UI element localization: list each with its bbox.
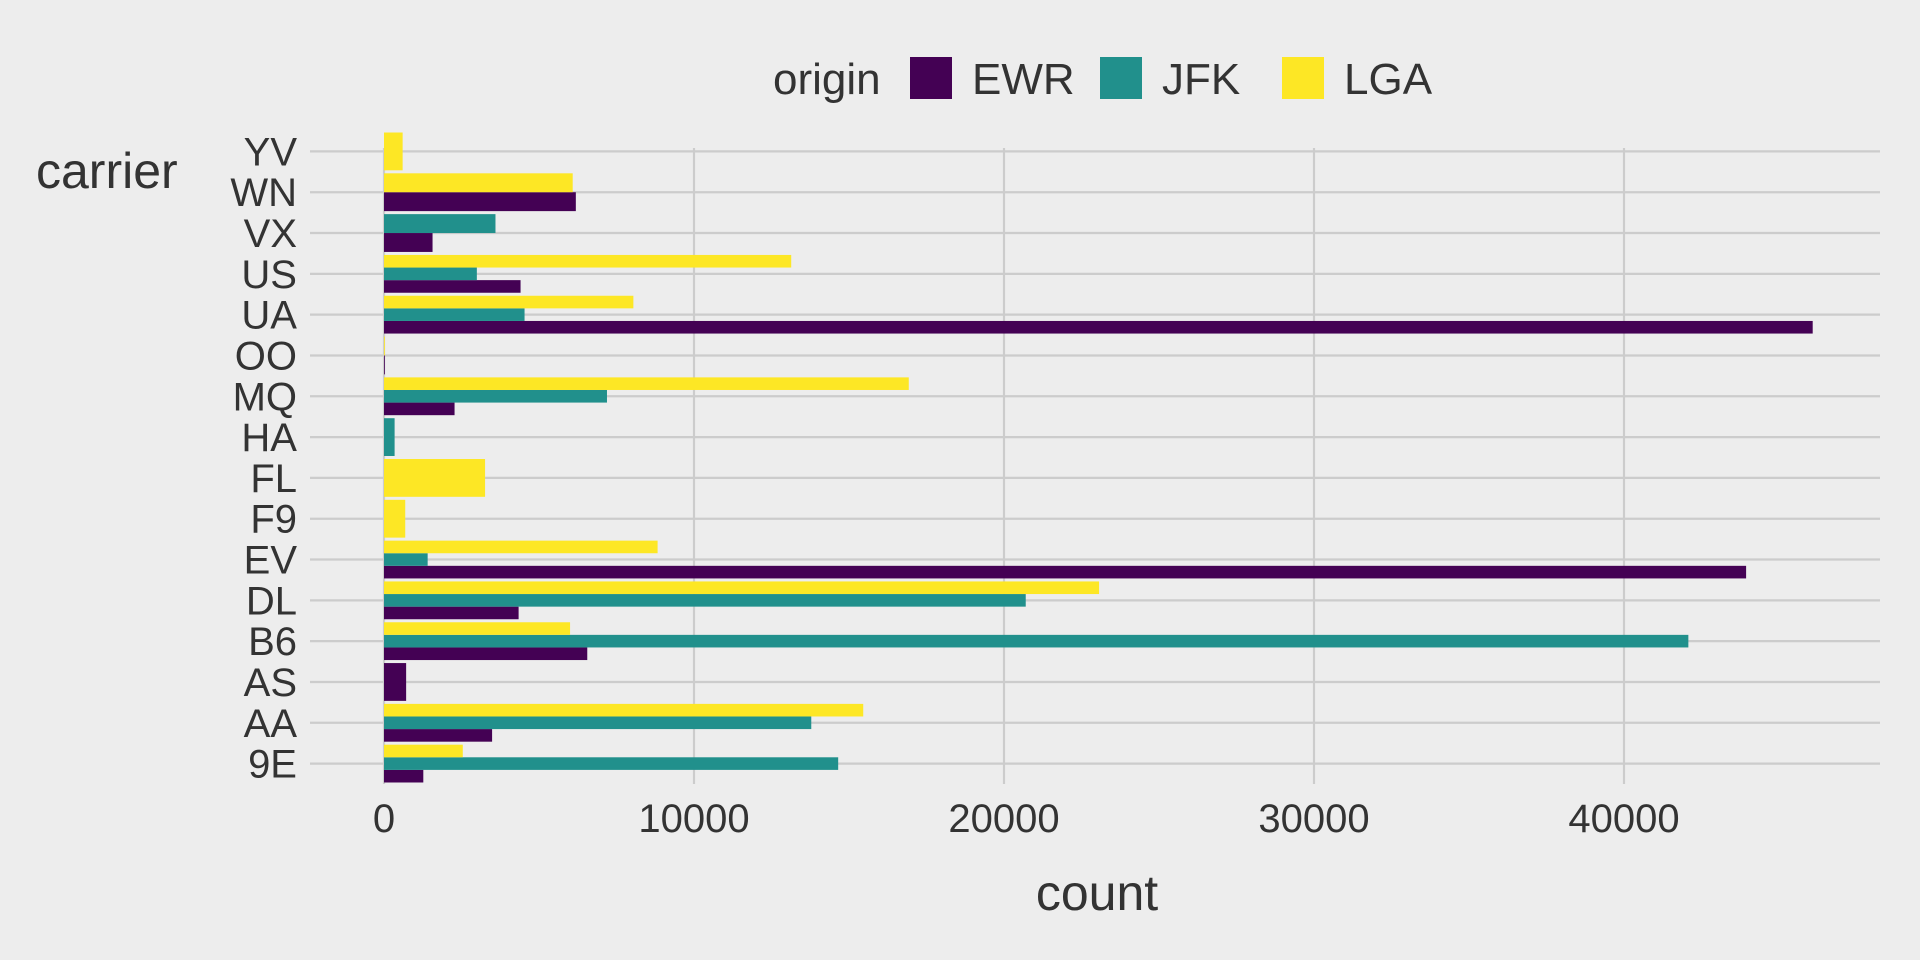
bar-WN-LGA [384,173,573,193]
x-tick-label: 40000 [1568,797,1679,841]
x-tick-label: 10000 [638,797,749,841]
y-tick-label: AS [244,661,297,705]
bar-WN-EWR [384,192,576,212]
y-tick-label: AA [244,702,298,746]
bar-VX-EWR [384,233,433,252]
y-tick-label: B6 [248,620,297,664]
bar-UA-LGA [384,295,634,309]
bar-EV-EWR [384,565,1747,579]
bar-MQ-JFK [384,389,607,403]
y-tick-label: UA [241,294,297,338]
x-tick-label: 30000 [1258,797,1369,841]
bar-MQ-LGA [384,377,909,390]
legend-key-LGA [1282,57,1324,99]
y-tick-label: OO [235,334,297,378]
y-tick-label: DL [246,579,297,623]
legend-key-EWR [910,57,952,99]
y-tick-label: YV [244,130,298,174]
legend-key-JFK [1100,57,1142,99]
legend-label: EWR [972,55,1075,104]
bar-AA-JFK [384,716,812,730]
bar-FL-LGA [384,459,486,497]
bar-UA-EWR [384,320,1813,334]
y-tick-label: US [241,253,297,297]
bar-EV-JFK [384,553,428,566]
legend-label: JFK [1162,55,1240,104]
bar-YV-LGA [384,132,403,171]
bar-B6-LGA [384,622,571,635]
bars [384,132,1813,783]
x-tick-label: 0 [373,797,395,841]
legend: origin EWR JFK LGA [773,55,1433,104]
bar-UA-JFK [384,308,525,321]
bar-US-LGA [384,254,792,268]
y-axis-title: carrier [36,143,178,199]
bar-EV-LGA [384,540,658,554]
legend-title: origin [773,55,881,104]
bar-DL-JFK [384,594,1026,607]
y-tick-label: F9 [250,498,297,542]
bar-9E-JFK [384,757,839,770]
bar-MQ-EWR [384,402,455,416]
bar-HA-JFK [384,418,395,456]
bar-OO-LGA [384,336,385,356]
bar-9E-EWR [384,769,424,783]
y-tick-label: VX [244,212,297,256]
x-tick-label: 20000 [948,797,1059,841]
bar-AA-EWR [384,729,493,742]
bar-AA-LGA [384,703,864,717]
bar-F9-LGA [384,499,406,538]
y-tick-label: EV [244,539,298,583]
y-tick-label: 9E [248,743,297,787]
bar-DL-LGA [384,581,1100,595]
bar-US-JFK [384,267,477,281]
bar-US-EWR [384,280,521,293]
x-axis-title: count [1036,865,1158,921]
x-axis-tick-labels: 0 10000 20000 30000 40000 [373,797,1680,841]
bar-9E-LGA [384,744,463,758]
y-tick-label: FL [250,457,297,501]
y-tick-label: HA [241,416,297,460]
bar-OO-EWR [384,355,385,375]
bar-VX-JFK [384,214,496,234]
bar-B6-EWR [384,647,588,661]
y-tick-label: MQ [233,375,297,419]
bar-DL-EWR [384,606,519,620]
legend-label: LGA [1344,55,1433,104]
bar-B6-JFK [384,634,1689,648]
bar-AS-EWR [384,663,407,701]
y-tick-label: WN [230,171,297,215]
